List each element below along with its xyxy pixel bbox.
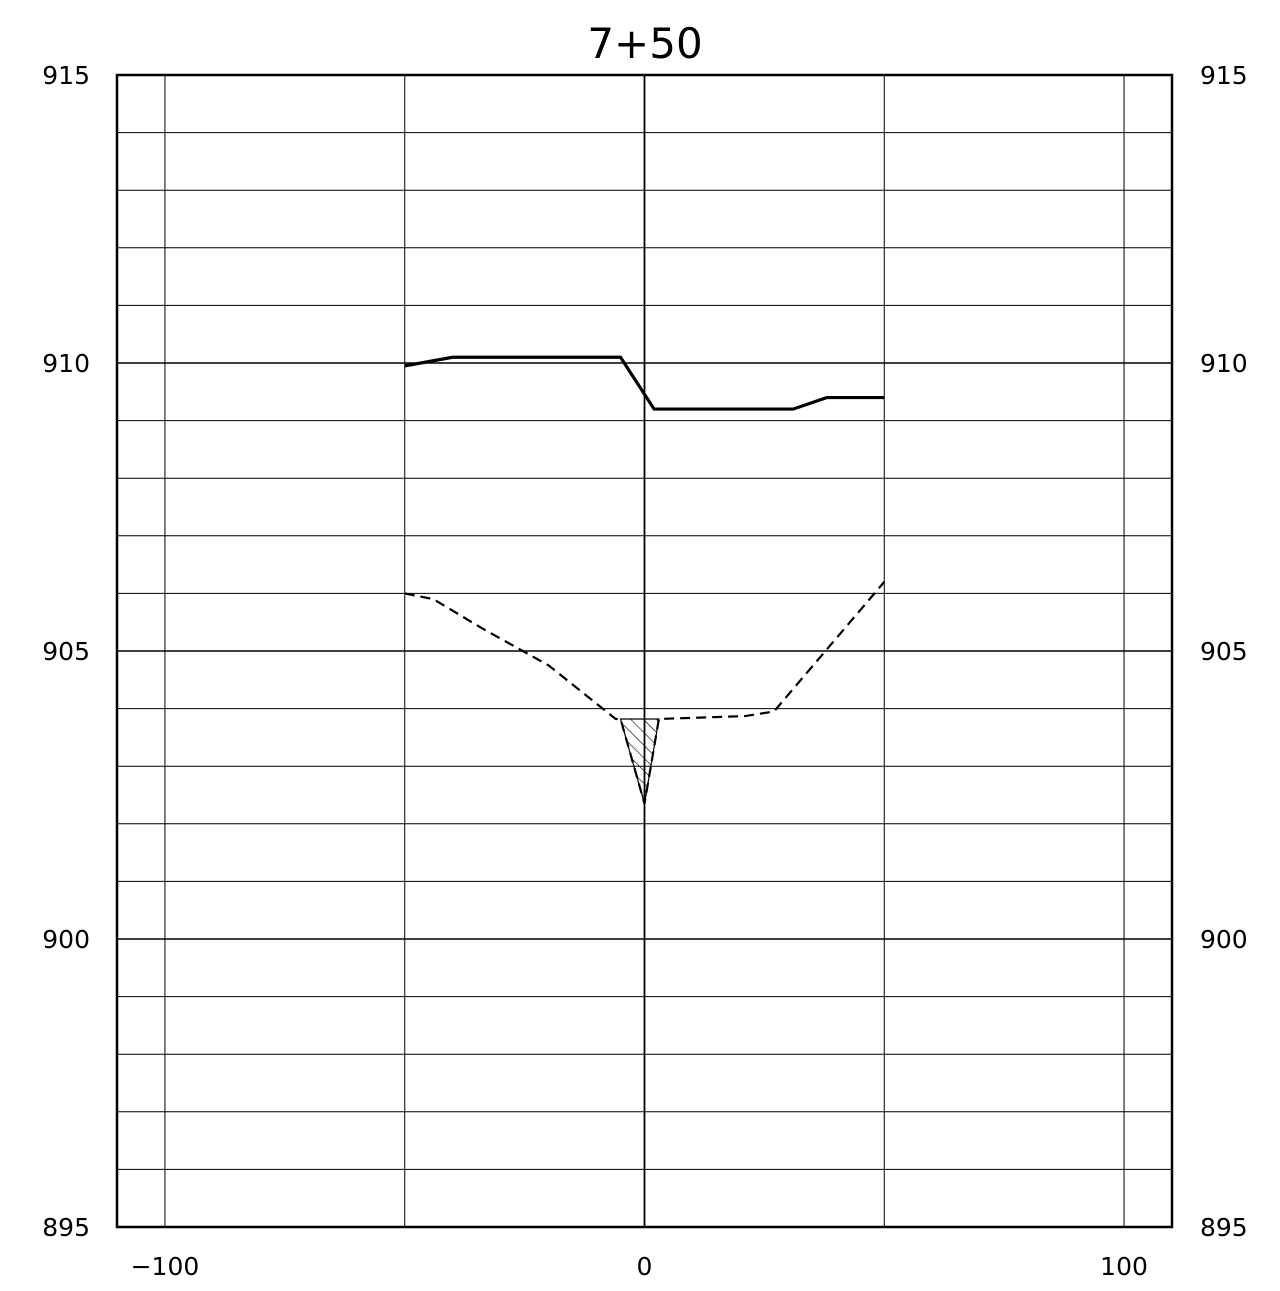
x-tick-label: −100 [131, 1252, 200, 1281]
hatched-region [619, 718, 660, 804]
y-tick-label-right: 895 [1200, 1213, 1248, 1242]
y-tick-label-right: 915 [1200, 61, 1248, 90]
y-tick-label-left: 895 [42, 1213, 90, 1242]
series-line-solid [404, 355, 885, 411]
y-tick-label-left: 905 [42, 637, 90, 666]
y-tick-label-left: 900 [42, 925, 90, 954]
y-tick-label-left: 915 [42, 61, 90, 90]
grid [117, 75, 1172, 1227]
tick-labels: 895 895 900 900 905 905 910 910 915 915 −100 0 100 [42, 61, 1247, 1281]
series-line-dashed [404, 581, 886, 804]
hatched-region-layer [619, 718, 660, 804]
series-layer [404, 355, 886, 804]
plot-frame [115, 73, 1174, 1229]
y-tick-label-left: 910 [42, 349, 90, 378]
y-tick-label-right: 905 [1200, 637, 1248, 666]
x-tick-label: 0 [637, 1252, 653, 1281]
y-tick-label-right: 910 [1200, 349, 1248, 378]
x-tick-label: 100 [1100, 1252, 1148, 1281]
chart-title: 7+50 [587, 19, 702, 68]
y-tick-label-right: 900 [1200, 925, 1248, 954]
